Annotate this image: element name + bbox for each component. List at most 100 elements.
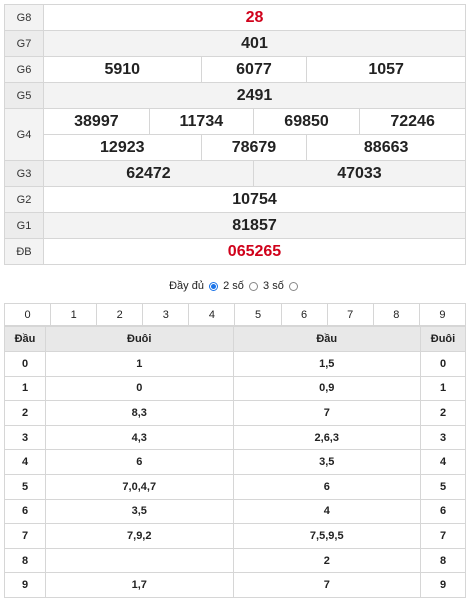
row-key: 1 <box>4 375 46 402</box>
option-full-label: Đầy đủ <box>169 280 204 292</box>
prize-value: 78679 <box>200 134 308 161</box>
row-duoi: 6 <box>232 473 421 500</box>
digit-filter[interactable]: 1 <box>50 303 98 326</box>
row-duoi: 7 <box>232 400 421 426</box>
row-duoi: 4 <box>232 498 421 525</box>
row-key: 9 <box>4 572 46 598</box>
row-dau: 4,3 <box>45 424 234 451</box>
row-key: 2 <box>4 400 46 426</box>
prize-value: 11734 <box>148 108 254 135</box>
prize-value: 69850 <box>252 108 361 135</box>
prize-label: ĐB <box>4 238 44 265</box>
option-three-label: 3 số <box>263 280 284 292</box>
prize-value: 401 <box>43 30 466 57</box>
row-duoi: 2 <box>232 547 421 574</box>
row-key: 0 <box>4 351 46 377</box>
row-key-2: 0 <box>420 351 466 377</box>
special-prize-value: 065265 <box>43 238 466 265</box>
prize-value: 5910 <box>43 56 202 83</box>
prize-label: G4 <box>4 108 44 161</box>
row-duoi: 1,5 <box>232 351 421 377</box>
digit-filter[interactable]: 4 <box>188 303 236 326</box>
prize-value: 38997 <box>43 108 150 135</box>
row-key: 3 <box>4 424 46 451</box>
row-dau: 1 <box>45 351 234 377</box>
digit-filter[interactable]: 0 <box>3 303 52 326</box>
row-key-2: 3 <box>420 424 466 451</box>
digit-filter[interactable]: 9 <box>418 303 467 326</box>
row-key-2: 2 <box>420 400 466 426</box>
prize-value: 72246 <box>359 108 466 135</box>
digit-filter[interactable]: 6 <box>280 303 328 326</box>
header-duoi-2: Đuôi <box>420 326 466 352</box>
row-key-2: 4 <box>420 449 466 475</box>
prize-value: 62472 <box>43 160 254 187</box>
row-key: 5 <box>4 473 46 500</box>
prize-row-g4b: 12923 78679 88663 <box>5 134 466 161</box>
row-dau <box>45 547 234 574</box>
prize-row-g8: G8 28 <box>4 4 466 31</box>
table-row: 0 1 1,5 0 <box>4 351 466 377</box>
prize-label: G5 <box>4 82 44 109</box>
row-dau: 7,0,4,7 <box>45 473 234 500</box>
prize-row-g6: G6 5910 6077 1057 <box>4 56 466 83</box>
prize-value: 28 <box>43 4 466 31</box>
prize-value: 1057 <box>306 56 466 83</box>
row-key: 8 <box>4 547 46 574</box>
radio-two[interactable] <box>248 281 258 291</box>
prize-value: 6077 <box>200 56 308 83</box>
row-dau: 3,5 <box>45 498 234 525</box>
prize-value: 2491 <box>43 82 466 109</box>
digit-filter[interactable]: 8 <box>372 303 420 326</box>
digit-filter[interactable]: 3 <box>142 303 190 326</box>
loto-header: Đầu Đuôi Đầu Đuôi <box>4 326 466 352</box>
table-row: 1 0 0,9 1 <box>4 375 466 402</box>
prize-label: G3 <box>4 160 44 187</box>
header-dau-2: Đầu <box>232 326 421 352</box>
prize-value: 12923 <box>43 134 202 161</box>
row-key-2: 6 <box>420 498 466 525</box>
prize-label: G1 <box>4 212 44 239</box>
prize-label: G2 <box>4 186 44 213</box>
row-key: 6 <box>4 498 46 525</box>
display-options: Đầy đủ 2 số 3 số <box>0 276 469 296</box>
header-duoi: Đuôi <box>45 326 234 352</box>
prize-row-g2: G2 10754 <box>4 186 466 213</box>
table-row: 7 7,9,2 7,5,9,5 7 <box>4 523 466 549</box>
prize-label: G6 <box>4 56 44 83</box>
prize-row-g3: G3 62472 47033 <box>4 160 467 187</box>
header-dau: Đầu <box>4 326 46 352</box>
row-key-2: 1 <box>420 375 466 402</box>
row-key-2: 7 <box>420 523 466 549</box>
row-duoi: 2,6,3 <box>232 424 421 451</box>
radio-three[interactable] <box>288 281 298 291</box>
row-key-2: 9 <box>420 572 466 598</box>
prize-row-g1: G1 81857 <box>4 212 466 239</box>
prize-value: 47033 <box>252 160 467 187</box>
loto-table: Đầu Đuôi Đầu Đuôi 0 1 1,5 0 1 0 0,9 1 2 8,3 7 2 3 4,3… <box>4 326 466 598</box>
prize-label: G7 <box>4 30 44 57</box>
prize-table: G8 28 G7 401 G6 5910 6077 1057 G5 2491 G… <box>4 4 467 265</box>
row-dau: 7,9,2 <box>45 523 234 549</box>
prize-row-special: ĐB 065265 <box>4 238 466 265</box>
row-duoi: 3,5 <box>232 449 421 475</box>
table-row: 4 6 3,5 4 <box>4 449 466 475</box>
row-key: 4 <box>4 449 46 475</box>
prize-value: 88663 <box>306 134 466 161</box>
digit-filter[interactable]: 5 <box>234 303 282 326</box>
radio-full[interactable] <box>209 281 219 291</box>
digit-filter[interactable]: 2 <box>96 303 144 326</box>
table-row: 9 1,7 7 9 <box>4 572 466 598</box>
prize-value: 10754 <box>43 186 466 213</box>
row-duoi: 0,9 <box>232 375 421 402</box>
row-key: 7 <box>4 523 46 549</box>
row-duoi: 7,5,9,5 <box>232 523 421 549</box>
prize-row-g7: G7 401 <box>4 30 466 57</box>
digit-filter[interactable]: 7 <box>326 303 374 326</box>
row-key-2: 5 <box>420 473 466 500</box>
option-two-label: 2 số <box>223 280 244 292</box>
table-row: 6 3,5 4 6 <box>4 498 466 525</box>
row-dau: 0 <box>45 375 234 402</box>
